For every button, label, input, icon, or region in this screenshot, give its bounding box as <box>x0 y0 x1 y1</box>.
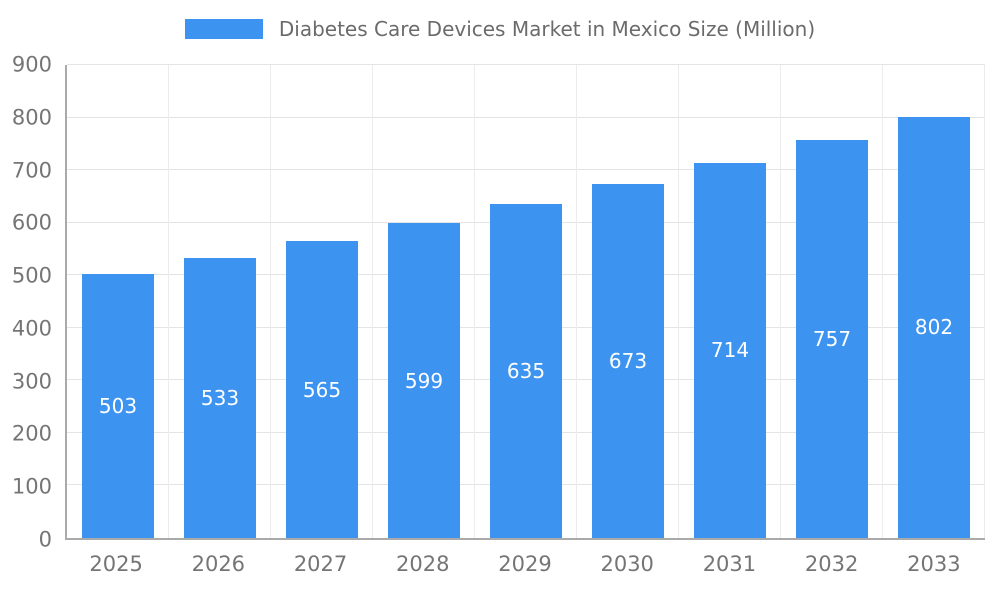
x-tick-label: 2026 <box>191 552 246 576</box>
bar-slot: 599 <box>373 65 475 538</box>
y-tick-label: 900 <box>11 52 52 77</box>
bar-slot: 757 <box>781 65 883 538</box>
gridline-horizontal <box>67 116 985 118</box>
bar-value-label: 802 <box>914 315 954 340</box>
y-tick-label: 700 <box>11 158 52 183</box>
chart-title: Diabetes Care Devices Market in Mexico S… <box>278 17 816 41</box>
bar-2027[interactable]: 565 <box>285 241 359 538</box>
bar-value-label: 673 <box>608 349 648 374</box>
x-tick-label: 2027 <box>293 552 348 576</box>
gridline-vertical <box>371 65 373 538</box>
gridline-horizontal <box>67 64 985 65</box>
bar-2025[interactable]: 503 <box>81 273 155 538</box>
bar-value-label: 757 <box>812 327 852 352</box>
y-tick-label: 500 <box>11 263 52 288</box>
plot-area: 503 533 565 599 635 673 714 757 802 <box>65 64 985 540</box>
x-tick-label: 2032 <box>804 552 859 576</box>
bar-slot: 802 <box>883 65 985 538</box>
y-tick-label: 400 <box>11 316 52 341</box>
gridline-vertical <box>576 65 577 538</box>
bar-value-label: 565 <box>302 377 342 402</box>
bar-value-label: 533 <box>200 385 240 410</box>
bar-slot: 503 <box>67 65 169 538</box>
bar-2032[interactable]: 757 <box>795 140 869 538</box>
bar-value-label: 635 <box>506 359 546 384</box>
gridline-vertical <box>984 65 985 538</box>
x-axis: 2025 2026 2027 2028 2029 2030 2031 2032 2033 <box>65 552 985 576</box>
gridline-vertical <box>269 65 271 538</box>
y-tick-label: 300 <box>11 369 52 394</box>
bars-container: 503 533 565 599 635 673 714 757 802 <box>67 65 985 538</box>
gridline-vertical <box>473 65 475 538</box>
bar-slot: 533 <box>169 65 271 538</box>
x-tick-label: 2030 <box>600 552 654 576</box>
bar-slot: 565 <box>271 65 373 538</box>
legend-swatch <box>184 19 263 39</box>
gridline-vertical <box>881 65 883 538</box>
gridline-vertical <box>677 65 679 538</box>
gridline-vertical <box>780 65 781 538</box>
x-tick-label: 2033 <box>907 552 961 576</box>
y-tick-label: 0 <box>38 527 52 552</box>
bar-2026[interactable]: 533 <box>183 257 257 538</box>
gridline-horizontal <box>67 169 985 171</box>
y-tick-label: 600 <box>11 210 52 235</box>
y-axis: 0 100 200 300 400 500 600 700 800 900 <box>0 54 65 550</box>
chart-legend[interactable]: Diabetes Care Devices Market in Mexico S… <box>0 17 1000 41</box>
x-tick-label: 2031 <box>702 552 757 576</box>
bar-slot: 635 <box>475 65 577 538</box>
x-tick-label: 2025 <box>89 552 143 576</box>
y-tick-label: 200 <box>11 421 52 446</box>
y-tick-label: 800 <box>11 105 52 130</box>
bar-value-label: 599 <box>404 368 444 393</box>
y-tick-label: 100 <box>11 474 52 499</box>
bar-slot: 673 <box>577 65 679 538</box>
x-tick-label: 2028 <box>396 552 450 576</box>
bar-2029[interactable]: 635 <box>489 204 563 538</box>
bar-slot: 714 <box>679 65 781 538</box>
x-tick-label: 2029 <box>498 552 552 576</box>
bar-2033[interactable]: 802 <box>897 116 971 538</box>
bar-value-label: 714 <box>710 338 750 363</box>
bar-2031[interactable]: 714 <box>693 162 767 538</box>
bar-2030[interactable]: 673 <box>591 184 665 538</box>
gridline-vertical <box>167 65 169 538</box>
bar-2028[interactable]: 599 <box>387 223 461 538</box>
bar-value-label: 503 <box>98 393 138 418</box>
